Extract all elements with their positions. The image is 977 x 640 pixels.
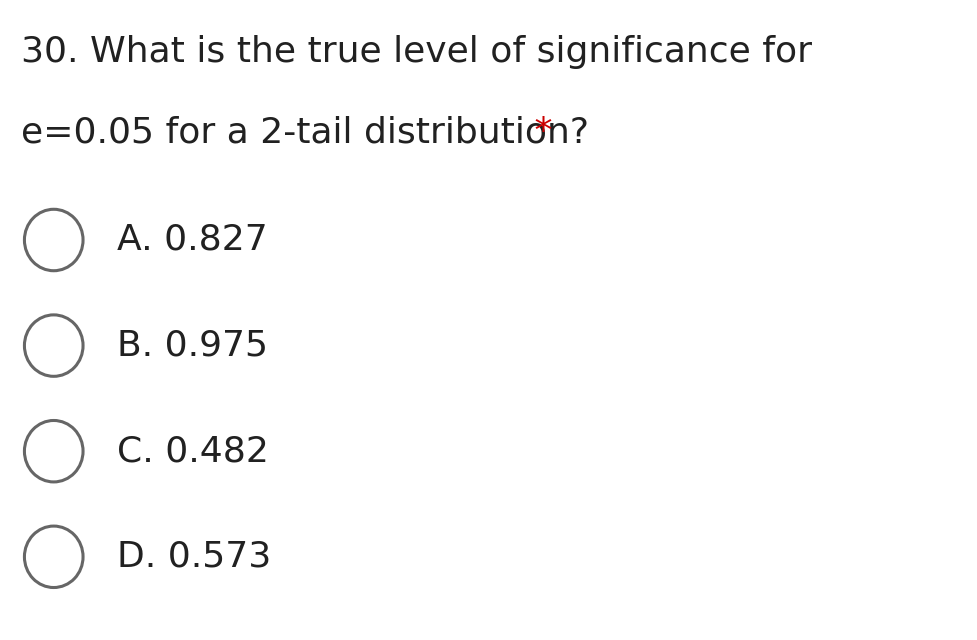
Text: C. 0.482: C. 0.482 [117, 434, 269, 468]
Text: A. 0.827: A. 0.827 [117, 223, 268, 257]
Text: D. 0.573: D. 0.573 [117, 540, 272, 574]
Text: B. 0.975: B. 0.975 [117, 328, 269, 363]
Text: e=0.05 for a 2-tail distribution?: e=0.05 for a 2-tail distribution? [21, 115, 589, 149]
Text: 30. What is the true level of significance for: 30. What is the true level of significan… [21, 35, 813, 69]
Text: *: * [523, 115, 552, 149]
